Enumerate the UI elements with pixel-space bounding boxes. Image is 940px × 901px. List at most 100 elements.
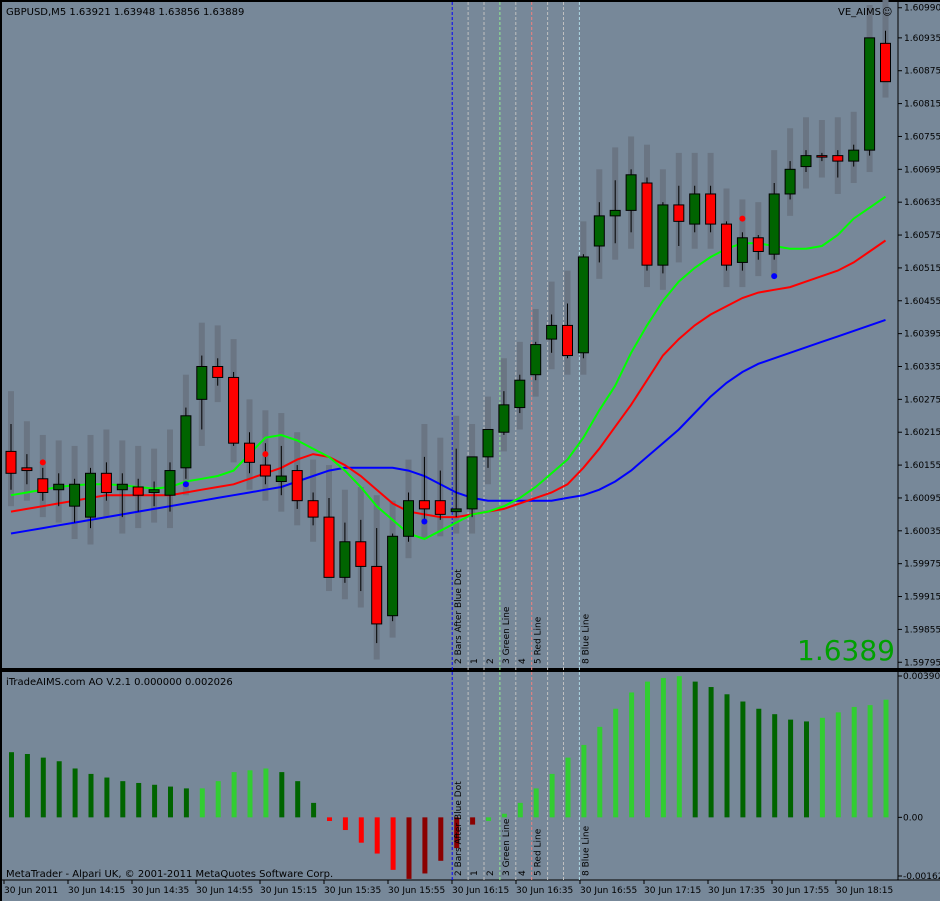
signal-dots-layer	[39, 215, 778, 525]
ao-bar	[724, 694, 730, 818]
price-tick-label: 1.60275	[904, 395, 940, 405]
candle-body[interactable]	[355, 541, 367, 567]
candle-body[interactable]	[212, 365, 224, 378]
ao-bar	[183, 788, 189, 818]
candle-body[interactable]	[466, 456, 478, 510]
price-tick-label: 1.59795	[904, 658, 940, 668]
candle-body[interactable]	[21, 467, 33, 472]
candle-body[interactable]	[403, 500, 414, 537]
ao-bar	[756, 708, 762, 818]
candle-body[interactable]	[418, 500, 430, 510]
ao-bar	[104, 777, 110, 818]
candle-body[interactable]	[832, 155, 844, 162]
time-tick-label: 30 Jun 14:35	[132, 886, 189, 896]
candle-body[interactable]	[816, 155, 828, 158]
ao-bar	[263, 768, 269, 818]
candle-body[interactable]	[116, 483, 128, 491]
price-tick-label: 1.60215	[904, 428, 940, 438]
candle-body[interactable]	[148, 489, 160, 493]
ao-bar	[88, 773, 94, 818]
candle-body[interactable]	[387, 535, 399, 617]
ao-bar	[40, 757, 46, 818]
candle-body[interactable]	[53, 483, 65, 491]
candle-body[interactable]	[244, 442, 255, 463]
candle-body[interactable]	[100, 472, 112, 493]
candle-body[interactable]	[864, 37, 876, 151]
candle-body[interactable]	[880, 42, 891, 83]
candle-body[interactable]	[275, 475, 287, 483]
candle-body[interactable]	[514, 379, 526, 409]
candle-body[interactable]	[673, 204, 685, 222]
candle-body[interactable]	[196, 365, 208, 400]
ao-bar	[56, 761, 62, 818]
candle-body[interactable]	[291, 470, 303, 502]
candle-body[interactable]	[848, 149, 860, 162]
candle-body[interactable]	[228, 376, 240, 444]
ao-bar	[9, 752, 14, 818]
red-ma-line	[10, 239, 887, 519]
ao-bar	[374, 817, 380, 854]
candle-body[interactable]	[657, 204, 669, 266]
candle-body[interactable]	[498, 404, 510, 433]
ao-bar	[676, 676, 682, 818]
vertical-line-label: 5 Red Line	[534, 828, 544, 876]
ao-bar	[740, 701, 746, 818]
time-tick-label: 30 Jun 15:55	[388, 886, 445, 896]
candle-body[interactable]	[37, 478, 49, 493]
vertical-line-label: 4	[518, 870, 528, 876]
vertical-line-label: 3 Green Line	[502, 818, 512, 876]
candle-body[interactable]	[546, 324, 558, 340]
price-tick-label: 1.60815	[904, 100, 940, 110]
ao-bar	[581, 744, 587, 818]
candle-body[interactable]	[641, 182, 653, 266]
ao-bar	[533, 788, 539, 818]
candle-body[interactable]	[132, 486, 144, 496]
candle-body[interactable]	[625, 174, 637, 211]
candle-body[interactable]	[371, 565, 383, 625]
candle-body[interactable]	[180, 415, 192, 469]
candle-body[interactable]	[721, 223, 732, 266]
candle-body[interactable]	[323, 516, 335, 578]
candle-body[interactable]	[434, 500, 446, 515]
time-tick-label: 30 Jun 17:35	[708, 886, 765, 896]
vertical-line-label: 5 Red Line	[534, 616, 544, 664]
candle-body[interactable]	[339, 541, 351, 578]
ao-bar	[788, 719, 794, 818]
candle-body[interactable]	[768, 193, 780, 255]
candle-body[interactable]	[784, 168, 796, 195]
candle-body[interactable]	[164, 470, 176, 496]
ao-tick-label: 0.003905	[903, 672, 940, 682]
candle-body[interactable]	[85, 472, 96, 518]
candle-body[interactable]	[307, 500, 319, 518]
ao-bar	[629, 692, 635, 818]
candle-body[interactable]	[689, 193, 701, 225]
price-tick-label: 1.60990	[904, 4, 940, 14]
candle-body[interactable]	[562, 324, 573, 357]
ao-bar	[517, 802, 523, 818]
price-tick-label: 1.59855	[904, 625, 940, 635]
candle-body[interactable]	[259, 464, 271, 477]
candle-body[interactable]	[69, 483, 81, 507]
vertical-line-label: 2	[486, 870, 496, 876]
candle-body[interactable]	[609, 209, 621, 217]
candle-body[interactable]	[482, 428, 494, 458]
candle-body[interactable]	[530, 344, 542, 376]
candle-body[interactable]	[800, 155, 812, 168]
vertical-line-labels: 2 Bars After Blue Dot 2 Bars After Blue D…	[454, 569, 591, 876]
ao-bar	[358, 817, 364, 843]
candle-body[interactable]	[5, 450, 17, 474]
candle-body[interactable]	[593, 215, 605, 247]
ao-bar	[501, 813, 507, 818]
blue-signal-dot	[182, 481, 189, 488]
vertical-line-label: 2 Bars After Blue Dot	[454, 781, 464, 876]
candle-body[interactable]	[752, 237, 764, 252]
candle-body[interactable]	[450, 508, 462, 513]
ao-bar	[867, 705, 873, 818]
candle-body[interactable]	[577, 256, 589, 354]
ao-bar	[486, 817, 491, 821]
candle-body[interactable]	[705, 193, 717, 225]
price-tick-label: 1.60455	[904, 297, 940, 307]
candle-body[interactable]	[736, 237, 748, 263]
